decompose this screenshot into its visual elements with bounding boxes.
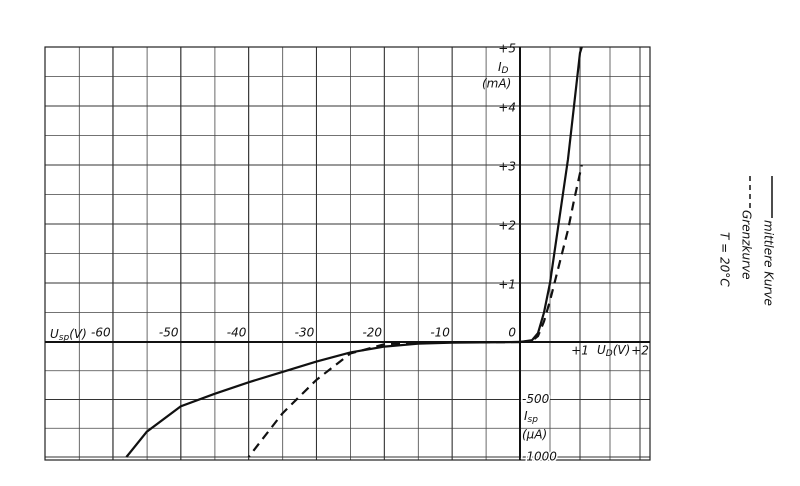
x-tick-label: -60	[91, 326, 111, 340]
y-label-unit: (µA)	[522, 428, 547, 442]
label-symbol: U	[50, 327, 59, 341]
label-unit: (V)	[69, 327, 87, 341]
label-symbol: U	[597, 343, 606, 357]
curve	[247, 340, 521, 458]
annotation: T = 20°C	[718, 232, 732, 287]
label-subscript: D	[606, 349, 613, 359]
x-tick-label: -20	[362, 326, 382, 340]
x-label-forward: UD(V)	[597, 343, 630, 359]
x-tick-label: -10	[430, 326, 450, 340]
frame	[44, 46, 651, 461]
x-tick-label: +1	[571, 344, 589, 358]
curve	[519, 46, 583, 344]
legend: mittlere Kurve Grenzkurve T = 20°C	[718, 176, 776, 306]
y-tick-label: -500	[522, 392, 550, 406]
label-subscript: D	[502, 66, 509, 76]
x-tick-label: -30	[295, 326, 315, 340]
label-symbol: I	[498, 60, 502, 74]
y-label-unit: (mA)	[482, 77, 511, 91]
y-tick-label: +3	[498, 160, 516, 174]
label-symbol: I	[524, 409, 528, 423]
x-label-reverse: Usp(V)	[50, 327, 87, 343]
label-unit: (V)	[613, 343, 631, 357]
x-tick-label: 0	[508, 326, 516, 340]
label-subscript: sp	[528, 415, 539, 425]
y-tick-label: +2	[498, 219, 516, 233]
legend-label: mittlere Kurve	[762, 220, 776, 306]
y-label-reverse: Isp	[524, 409, 538, 425]
label-subscript: sp	[59, 333, 70, 343]
x-tick-label: -40	[227, 326, 247, 340]
y-label-forward: ID	[498, 60, 509, 76]
curve	[519, 164, 583, 344]
x-tick-label: +2	[631, 344, 649, 358]
x-tick-label: -50	[159, 326, 179, 340]
y-tick-label: -1000	[522, 450, 557, 464]
y-tick-label: +1	[498, 278, 516, 292]
y-tick-label: +5	[498, 42, 516, 56]
y-tick-label: +4	[498, 101, 516, 115]
legend-label: Grenzkurve	[740, 210, 754, 280]
